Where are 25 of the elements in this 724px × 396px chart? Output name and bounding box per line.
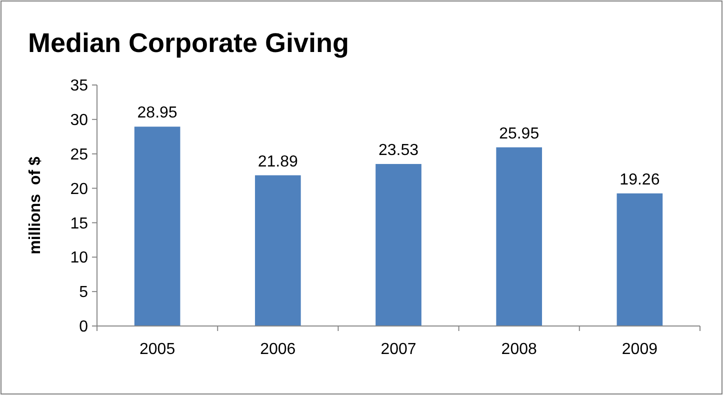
y-axis-title: millions of $ — [27, 156, 44, 254]
x-tick-label: 2008 — [501, 341, 537, 358]
data-label: 28.95 — [137, 104, 178, 122]
y-tick-label: 20 — [70, 180, 88, 198]
x-tick-label: 2005 — [140, 341, 176, 358]
x-tick-label: 2007 — [380, 341, 416, 358]
y-tick-label: 10 — [70, 250, 88, 267]
x-tick-label: 2009 — [622, 341, 658, 358]
y-tick-label: 5 — [79, 284, 88, 302]
chart-title: Median Corporate Giving — [28, 28, 350, 58]
bar — [616, 193, 663, 326]
data-label: 25.95 — [499, 125, 540, 142]
data-label: 21.89 — [258, 153, 298, 170]
y-tick-label: 25 — [70, 146, 88, 164]
bar — [376, 164, 422, 326]
y-tick-label: 15 — [70, 215, 88, 232]
bar — [496, 147, 542, 326]
bar — [254, 175, 301, 326]
y-tick-label: 35 — [70, 78, 88, 95]
y-tick-label: 0 — [79, 318, 88, 336]
data-label: 19.26 — [620, 171, 660, 188]
data-label: 23.53 — [378, 142, 419, 159]
y-tick-label: 30 — [70, 112, 88, 130]
bar — [134, 126, 180, 326]
x-tick-label: 2006 — [260, 341, 296, 358]
